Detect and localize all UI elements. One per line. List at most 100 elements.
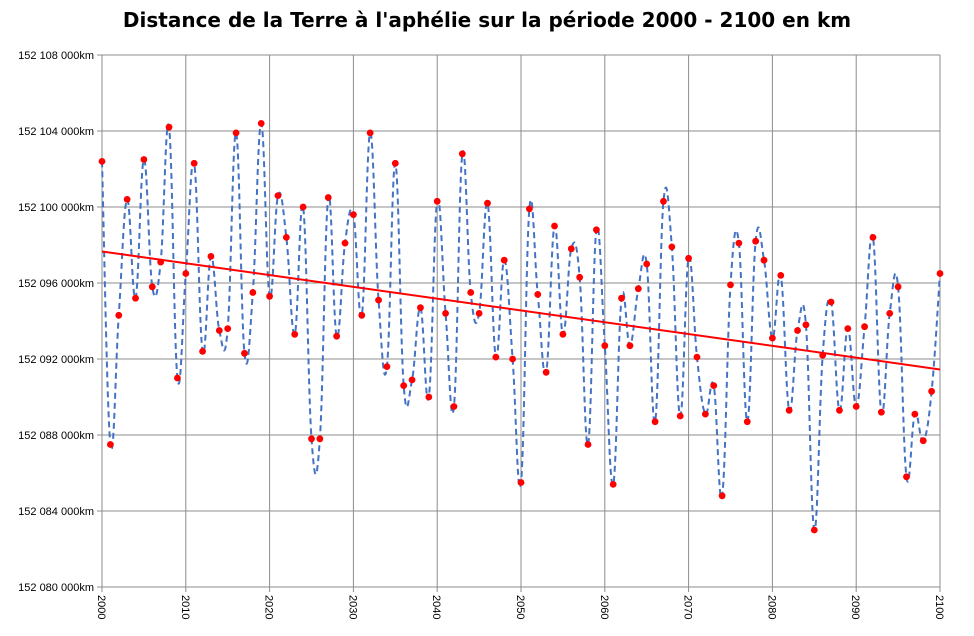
x-tick-label: 2030 <box>346 595 358 619</box>
data-point <box>123 196 131 203</box>
data-point <box>282 234 290 241</box>
data-point <box>308 435 315 443</box>
data-point <box>232 129 240 137</box>
data-point <box>534 291 542 298</box>
data-point <box>115 311 123 319</box>
data-point <box>852 403 860 410</box>
data-point <box>928 387 936 395</box>
data-point <box>844 325 852 332</box>
y-tick-label: 152 108 000km <box>18 50 94 62</box>
data-point <box>769 334 776 342</box>
data-point <box>676 412 684 420</box>
data-point <box>299 203 307 211</box>
data-point <box>199 348 206 355</box>
data-point <box>224 325 232 332</box>
data-point <box>559 330 567 338</box>
data-point <box>743 418 751 426</box>
data-point <box>735 239 743 247</box>
data-point <box>358 311 366 319</box>
data-point <box>710 382 718 389</box>
x-tick-label: 2090 <box>849 595 861 619</box>
data-point <box>341 239 349 247</box>
x-tick-label: 2050 <box>514 595 526 619</box>
data-point <box>542 368 550 376</box>
x-tick-label: 2020 <box>263 595 275 619</box>
data-point <box>132 294 139 302</box>
data-point <box>618 294 625 302</box>
data-point <box>324 194 332 201</box>
data-point <box>752 237 760 245</box>
data-point <box>400 382 408 389</box>
data-point <box>877 408 885 416</box>
data-point <box>207 253 215 260</box>
data-point <box>190 159 198 167</box>
y-tick-labels: 152 080 000km 152 084 000km 152 088 000km 1… <box>18 50 94 594</box>
data-point <box>777 272 785 279</box>
data-point <box>919 437 927 445</box>
data-point <box>836 406 843 414</box>
data-point <box>425 393 433 401</box>
y-tick-label: 152 080 000km <box>18 582 94 594</box>
y-tick-label: 152 104 000km <box>18 126 94 138</box>
data-point <box>886 310 894 317</box>
data-point <box>701 410 709 418</box>
data-point <box>106 441 114 448</box>
data-point <box>651 418 659 426</box>
data-point <box>693 353 701 361</box>
x-tick-label: 2040 <box>430 595 442 619</box>
data-point <box>333 332 341 340</box>
data-point <box>165 123 173 131</box>
y-tick-label: 152 084 000km <box>18 506 94 518</box>
data-point <box>576 273 584 281</box>
y-tick-label: 152 096 000km <box>18 278 94 290</box>
data-point <box>433 197 441 205</box>
data-point <box>266 292 273 300</box>
data-point <box>316 435 324 443</box>
data-point <box>869 234 877 241</box>
data-point <box>458 150 466 158</box>
data-point <box>601 342 609 350</box>
data-point <box>551 222 558 230</box>
x-tick-label: 2010 <box>179 595 191 619</box>
x-tick-label: 2080 <box>765 595 777 619</box>
y-tick-label: 152 092 000km <box>18 354 94 366</box>
data-point <box>802 321 810 329</box>
data-point <box>861 323 868 331</box>
data-point <box>567 245 575 253</box>
data-point <box>718 492 726 500</box>
data-point <box>417 304 424 312</box>
data-point <box>442 310 449 317</box>
data-point <box>174 374 181 382</box>
data-point <box>760 256 768 264</box>
data-point <box>350 211 357 219</box>
data-point <box>509 355 517 363</box>
data-point <box>911 410 919 418</box>
data-point <box>525 205 533 213</box>
chart-title: Distance de la Terre à l'aphélie sur la … <box>122 8 852 32</box>
data-point <box>274 192 282 200</box>
data-point <box>291 330 299 338</box>
x-tick-label: 2060 <box>598 595 610 619</box>
data-point <box>148 283 156 291</box>
data-markers <box>98 120 944 534</box>
data-point <box>450 403 458 410</box>
data-point <box>894 283 902 291</box>
data-point <box>517 479 525 486</box>
data-point <box>182 270 190 277</box>
data-point <box>391 159 399 167</box>
data-point <box>685 254 692 262</box>
data-point <box>500 256 508 264</box>
data-point <box>660 197 667 205</box>
data-point <box>249 289 257 296</box>
data-point <box>257 120 265 127</box>
data-point <box>366 129 374 137</box>
data-point <box>936 270 944 277</box>
data-point <box>584 441 592 448</box>
data-point <box>215 327 223 334</box>
y-tick-label: 152 088 000km <box>18 430 94 442</box>
x-tick-label: 2000 <box>95 595 107 619</box>
data-point <box>383 363 391 370</box>
data-point <box>827 298 835 306</box>
data-point <box>609 481 617 488</box>
